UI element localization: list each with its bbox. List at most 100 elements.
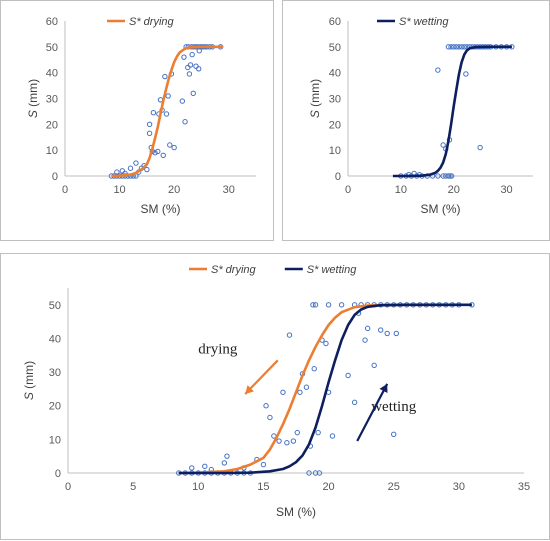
data-point (190, 90, 196, 97)
data-point (280, 389, 286, 395)
x-tick-label: 0 (345, 184, 351, 196)
wetting-scatter-chart: 0 10 20 30 40 50 60 0 10 20 30 SM (%) S (mm) S* wetti… (308, 16, 533, 216)
data-point (133, 160, 139, 166)
data-point (224, 453, 230, 459)
data-point (364, 325, 371, 332)
data-point (345, 372, 351, 379)
x-tick-label: 20 (448, 184, 460, 196)
y-tick-label: 40 (329, 68, 341, 80)
data-point (152, 150, 158, 156)
data-point (393, 330, 400, 337)
data-point (155, 148, 161, 155)
y-tick-label: 30 (49, 367, 61, 379)
data-point (323, 340, 329, 347)
annotation-wetting: wetting (371, 399, 416, 415)
data-point (451, 44, 457, 50)
x-tick-label: 0 (62, 184, 68, 196)
wetting-arrow-shaft (356, 383, 389, 442)
data-point (440, 173, 446, 179)
chart-panel-top-right: 0 10 20 30 40 50 60 0 10 20 30 SM (%) S (mm) S* wetti… (282, 0, 550, 241)
legend-label-wetting: S* wetting (307, 264, 357, 276)
data-point (160, 152, 166, 159)
data-point (284, 440, 290, 446)
data-point (297, 389, 303, 395)
data-point (435, 67, 441, 73)
x-tick-label: 10 (395, 184, 407, 196)
x-tick-label: 30 (223, 184, 235, 196)
combined-scatter-chart: 0 10 20 30 40 50 0 5 10 15 20 25 30 35 SM (%) S (mm) S* … (22, 264, 530, 519)
data-point (311, 366, 317, 372)
data-point (163, 111, 170, 117)
data-point (303, 384, 310, 390)
data-point (127, 165, 134, 171)
x-tick-label: 20 (168, 184, 180, 196)
data-point (362, 337, 368, 343)
data-point (310, 302, 316, 308)
x-tick-label: 30 (500, 184, 512, 196)
y-axis-title: S (mm) (22, 361, 36, 400)
wetting-curve (392, 45, 512, 178)
y-tick-label: 10 (46, 145, 58, 157)
y-axis-title-unit: (mm) (26, 79, 40, 110)
drying-scatter-chart: 0 10 20 30 40 50 60 0 10 20 30 SM (%) S (mm) S* dryin… (26, 16, 256, 216)
data-point (445, 173, 452, 179)
x-axis-title: SM (%) (421, 202, 461, 216)
x-axis-title: SM (%) (141, 202, 181, 216)
x-tick-label: 0 (65, 481, 71, 493)
data-point (162, 73, 168, 80)
data-point (325, 302, 332, 308)
legend-label-drying: S* drying (211, 264, 257, 276)
data-point (440, 142, 446, 148)
data-point (351, 399, 358, 406)
y-tick-label: 0 (52, 171, 58, 183)
data-point (185, 64, 191, 71)
data-point (445, 44, 452, 50)
data-point (463, 71, 469, 77)
data-point (181, 54, 187, 60)
wetting-curve (178, 303, 472, 475)
data-point (384, 330, 390, 337)
y-tick-label: 50 (329, 42, 341, 54)
x-axis-title: SM (%) (276, 505, 316, 519)
data-point (263, 403, 269, 409)
data-point (182, 119, 188, 125)
data-point (196, 66, 202, 72)
y-tick-label: 20 (329, 119, 341, 131)
data-point (165, 93, 171, 99)
data-point (435, 173, 441, 179)
y-axis-title-symbol: S (22, 392, 36, 400)
y-tick-label: 20 (46, 119, 58, 131)
data-point (193, 63, 199, 69)
data-point (312, 302, 319, 308)
y-axis-title-unit: (mm) (308, 79, 322, 110)
data-point (150, 110, 157, 116)
y-tick-label: 50 (49, 300, 61, 312)
x-tick-label: 35 (518, 481, 530, 493)
chart-panel-top-left: 0 10 20 30 40 50 60 0 10 20 30 SM (%) S (mm) S* dryin… (0, 0, 274, 241)
data-point (146, 121, 153, 128)
data-point (114, 169, 120, 175)
y-tick-label: 40 (46, 68, 58, 80)
data-point (477, 144, 483, 151)
data-point (371, 362, 377, 369)
data-point (196, 48, 202, 54)
drying-arrow-head (245, 385, 254, 394)
y-tick-label: 60 (329, 16, 341, 28)
data-point (260, 461, 267, 468)
data-point (286, 332, 293, 338)
y-tick-label: 0 (55, 468, 61, 480)
data-point (377, 327, 384, 333)
data-point (338, 302, 345, 308)
y-axis-title: S (mm) (26, 79, 40, 118)
y-tick-label: 20 (49, 401, 61, 413)
y-tick-label: 30 (329, 94, 341, 106)
data-point (448, 44, 454, 50)
data-point (189, 51, 195, 58)
data-point (329, 433, 336, 439)
data-point (458, 44, 465, 50)
data-point (186, 71, 193, 77)
y-axis-title-symbol: S (26, 110, 40, 118)
y-tick-label: 30 (46, 94, 58, 106)
y-tick-label: 10 (49, 434, 61, 446)
data-point (119, 168, 126, 174)
